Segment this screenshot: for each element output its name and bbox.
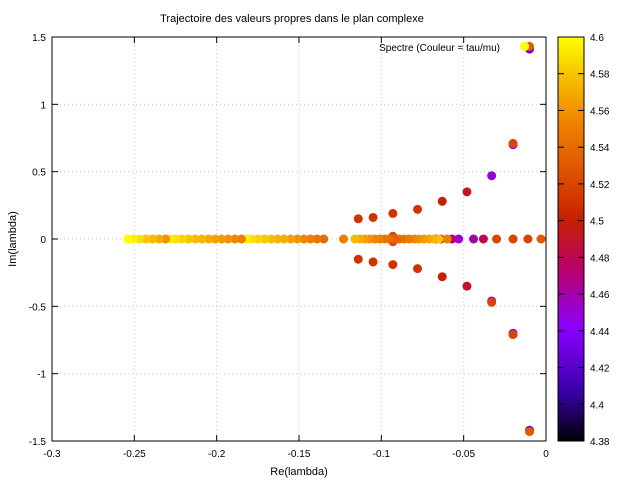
- data-point: [210, 234, 220, 244]
- x-tick-label: -0.25: [123, 449, 146, 460]
- data-point: [292, 234, 302, 244]
- chart-title: Trajectoire des valeurs propres dans le …: [160, 13, 424, 25]
- data-point: [279, 234, 289, 244]
- x-tick-label: 0: [543, 449, 549, 460]
- x-axis-label: Re(lambda): [270, 466, 327, 478]
- colorbar-tick-label: 4.42: [590, 364, 610, 375]
- data-point: [123, 234, 133, 244]
- y-tick-label: 1: [40, 100, 46, 111]
- colorbar-tick-label: 4.44: [590, 327, 610, 338]
- data-point: [353, 254, 363, 264]
- data-point: [388, 208, 398, 218]
- data-point: [312, 234, 322, 244]
- data-point: [266, 234, 276, 244]
- data-point: [536, 234, 546, 244]
- data-points: [123, 41, 546, 437]
- data-point: [197, 234, 207, 244]
- data-point: [487, 171, 497, 181]
- data-point: [259, 234, 269, 244]
- colorbar-tick-label: 4.6: [590, 33, 604, 44]
- data-point: [161, 234, 171, 244]
- colorbar-tick-label: 4.54: [590, 143, 610, 154]
- data-point: [147, 234, 157, 244]
- data-point: [442, 234, 452, 244]
- data-point: [478, 234, 488, 244]
- colorbar-tick-label: 4.46: [590, 290, 610, 301]
- colorbar-tick-label: 4.48: [590, 253, 610, 264]
- data-point: [350, 234, 360, 244]
- data-point: [273, 234, 283, 244]
- y-tick-label: -1.5: [29, 437, 47, 448]
- data-point: [184, 234, 194, 244]
- data-point: [230, 234, 240, 244]
- x-tick-label: -0.05: [452, 449, 475, 460]
- x-tick-label: -0.2: [208, 449, 226, 460]
- data-point: [141, 234, 151, 244]
- colorbar-tick-label: 4.56: [590, 106, 610, 117]
- data-point: [368, 212, 378, 222]
- legend-label: Spectre (Couleur = tau/mu): [379, 43, 500, 54]
- x-tick-label: -0.15: [288, 449, 311, 460]
- data-point: [525, 427, 535, 437]
- data-point: [454, 234, 464, 244]
- x-tick-label: -0.1: [373, 449, 391, 460]
- data-point: [462, 187, 472, 197]
- y-tick-label: 0: [40, 235, 46, 246]
- colorbar-tick-label: 4.4: [590, 400, 604, 411]
- data-point: [353, 214, 363, 224]
- data-point: [299, 234, 309, 244]
- x-axis-ticks: -0.3 -0.25 -0.2 -0.15 -0.1 -0.05 0: [43, 37, 549, 460]
- data-point: [508, 138, 518, 148]
- data-point: [388, 260, 398, 270]
- data-point: [223, 234, 233, 244]
- data-point: [469, 234, 479, 244]
- data-point: [319, 234, 329, 244]
- colorbar-tick-label: 4.38: [590, 437, 610, 448]
- data-point: [368, 257, 378, 267]
- colorbar-tick-label: 4.5: [590, 217, 604, 228]
- data-point: [508, 234, 518, 244]
- data-point: [217, 234, 227, 244]
- y-tick-label: 0.5: [32, 168, 46, 179]
- data-point: [413, 204, 423, 214]
- data-point: [462, 281, 472, 291]
- data-point: [306, 234, 316, 244]
- colorbar-tick-label: 4.58: [590, 70, 610, 81]
- data-point: [253, 234, 263, 244]
- colorbar-ticks: 4.38 4.4 4.42 4.44 4.46 4.48 4.5 4.52 4.54 4.56 4.…: [558, 33, 610, 448]
- data-point: [177, 234, 187, 244]
- data-point: [190, 234, 200, 244]
- data-point: [508, 330, 518, 340]
- data-point: [203, 234, 213, 244]
- y-tick-label: 1.5: [32, 33, 46, 44]
- data-point: [154, 234, 164, 244]
- data-point: [437, 272, 447, 282]
- data-point: [492, 234, 502, 244]
- x-tick-label: -0.3: [43, 449, 61, 460]
- data-point: [413, 264, 423, 274]
- y-axis-ticks: -1.5 -1 -0.5 0 0.5 1 1.5: [29, 33, 546, 448]
- data-point: [437, 196, 447, 206]
- data-point: [523, 234, 533, 244]
- data-point: [286, 234, 296, 244]
- grid-lines: [52, 37, 546, 441]
- y-tick-label: -1: [37, 370, 46, 381]
- data-point: [520, 41, 530, 51]
- data-point: [134, 234, 144, 244]
- data-point: [487, 297, 497, 307]
- y-tick-label: -0.5: [29, 302, 47, 313]
- colorbar-tick-label: 4.52: [590, 180, 610, 191]
- data-point: [236, 234, 246, 244]
- colorbar: [557, 36, 585, 442]
- data-point: [338, 234, 348, 244]
- y-axis-label: Im(lambda): [7, 211, 19, 267]
